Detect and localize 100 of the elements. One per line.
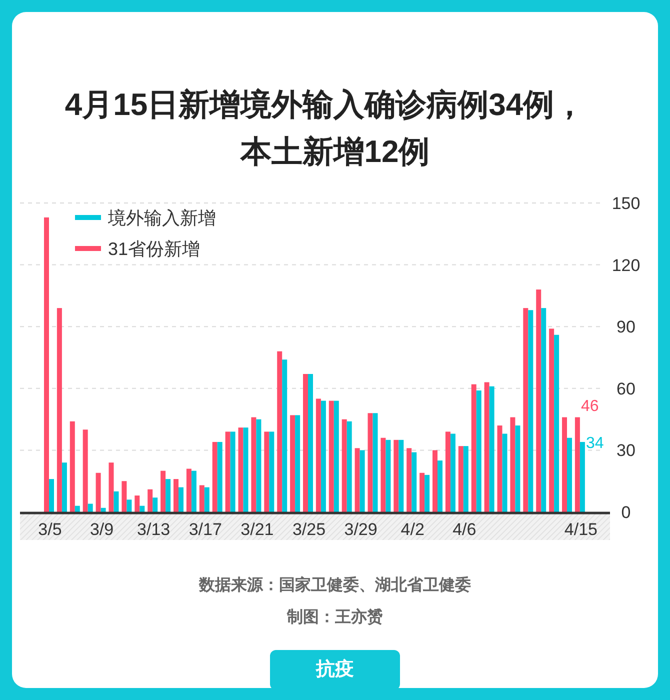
bar (438, 460, 442, 512)
bar (44, 217, 49, 512)
y-tick-label: 150 (612, 194, 640, 213)
bar (497, 425, 502, 512)
bar (148, 489, 153, 512)
legend-label: 31省份新增 (108, 239, 200, 259)
bar (386, 440, 391, 512)
bar (166, 479, 171, 512)
bar (489, 386, 494, 512)
bar (334, 400, 339, 512)
y-tick-label: 30 (616, 441, 636, 460)
x-tick-label: 3/5 (38, 520, 62, 539)
bar (238, 428, 244, 512)
bar (186, 468, 192, 512)
bar (541, 308, 546, 512)
bar (277, 351, 282, 512)
legend-label: 境外输入新增 (107, 208, 216, 228)
bar (328, 400, 334, 512)
bar (562, 417, 567, 512)
text: 制图：王亦赟 (286, 608, 383, 626)
bar (554, 334, 560, 512)
bar (580, 442, 585, 512)
bar (70, 421, 75, 512)
bar (199, 485, 204, 512)
bar (463, 446, 468, 512)
chart-title: 4月15日新增境外输入确诊病例34例，本土新增12例 (64, 87, 586, 169)
bar (122, 481, 127, 512)
bar (368, 413, 373, 512)
bar (225, 432, 230, 512)
bar (549, 328, 554, 512)
bar (290, 415, 296, 512)
bar (62, 462, 67, 512)
y-tick-label: 120 (612, 256, 640, 275)
bar (372, 413, 378, 512)
y-tick-label: 60 (616, 379, 636, 398)
bar (515, 425, 520, 512)
bar (342, 419, 347, 512)
y-tick-label: 90 (616, 318, 636, 337)
bar (574, 417, 580, 512)
text: 抗疫 (315, 658, 354, 680)
bar (134, 496, 140, 512)
data-label: 34 (586, 434, 604, 452)
bar (212, 442, 218, 512)
y-tick-label: 0 (621, 503, 631, 522)
bar (502, 434, 508, 512)
bar (476, 390, 482, 512)
bar (82, 430, 88, 512)
bar (445, 432, 450, 512)
bar (510, 417, 516, 512)
bar (523, 308, 528, 512)
bar (256, 419, 262, 512)
x-tick-label: 4/15 (564, 520, 598, 539)
bar (174, 479, 178, 512)
x-tick-label: 3/21 (240, 520, 274, 539)
bar (360, 450, 365, 512)
x-tick-label: 3/13 (137, 520, 170, 539)
bar (450, 434, 456, 512)
bar (126, 500, 132, 512)
bar (295, 415, 300, 512)
bar (484, 382, 490, 512)
bar (316, 398, 321, 512)
bar (432, 450, 438, 512)
bar (251, 417, 256, 512)
bar (380, 438, 386, 512)
bar (230, 432, 236, 512)
x-tick-label: 3/29 (344, 520, 378, 539)
bar (471, 384, 476, 512)
bar (191, 470, 196, 512)
bar (528, 310, 534, 512)
bar (74, 506, 80, 512)
x-tick-label: 3/25 (292, 520, 326, 539)
bar (108, 462, 114, 512)
bar (88, 504, 93, 512)
bar (204, 487, 210, 512)
bar (114, 491, 119, 512)
bar (567, 438, 572, 512)
bar (178, 487, 184, 512)
bar (308, 374, 313, 512)
bar (282, 360, 288, 512)
bar (320, 400, 326, 512)
bar (394, 440, 399, 512)
bar (264, 432, 270, 512)
x-tick-label: 3/9 (90, 520, 114, 539)
bar (346, 421, 352, 512)
bar (412, 452, 417, 512)
source-note: 数据来源：国家卫健委、湖北省卫健委 (198, 575, 471, 594)
bar (420, 472, 425, 512)
bar (354, 448, 360, 512)
x-tick-label: 4/2 (400, 520, 424, 539)
bar (152, 498, 158, 512)
bar (96, 472, 101, 512)
bar (303, 374, 308, 512)
bar (458, 446, 464, 512)
bar (56, 308, 62, 512)
bar (269, 432, 274, 512)
x-tick-label: 3/17 (188, 520, 222, 539)
x-tick-label: 4/6 (452, 520, 476, 539)
bar (424, 474, 430, 512)
bar (243, 428, 248, 512)
bar (406, 448, 412, 512)
